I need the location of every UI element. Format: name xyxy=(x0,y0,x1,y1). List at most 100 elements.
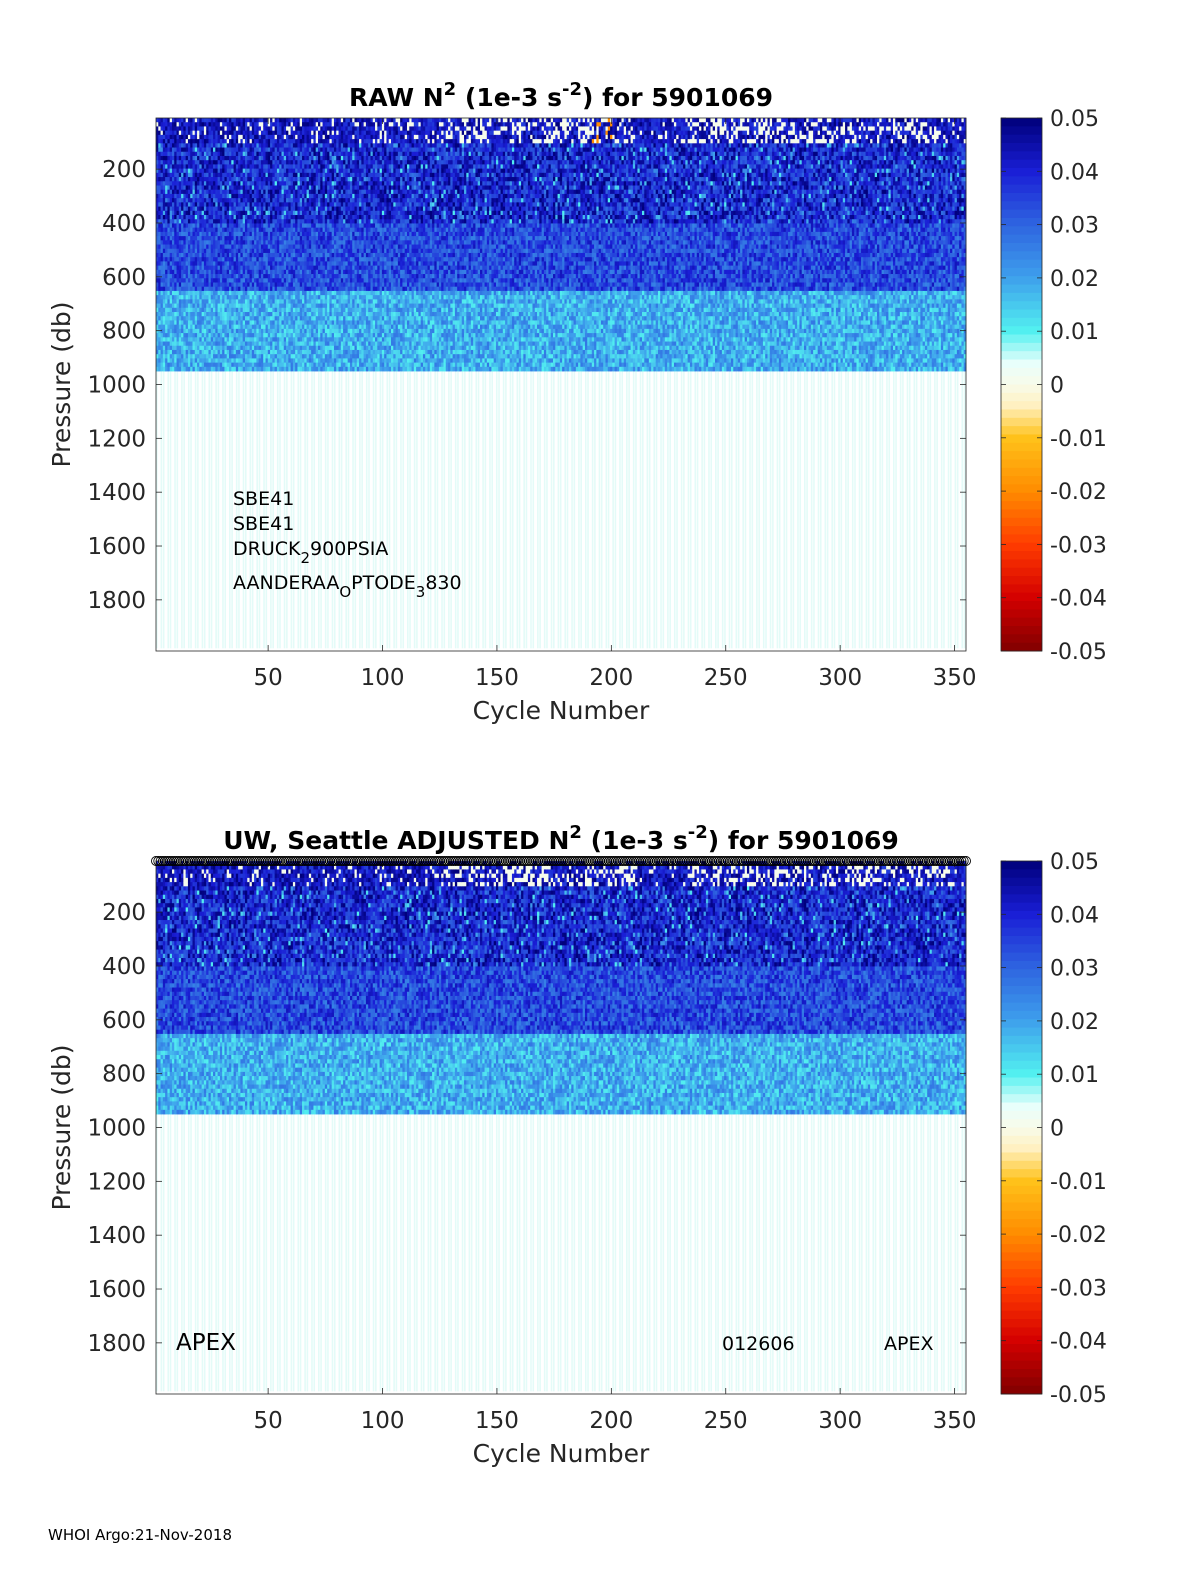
heatmap-cell xyxy=(208,282,212,288)
heatmap-cell xyxy=(185,328,189,334)
heatmap-cell xyxy=(331,126,335,132)
heatmap-cell xyxy=(208,143,212,148)
heatmap-cell xyxy=(318,160,321,165)
heatmap-cell xyxy=(333,164,337,170)
heatmap-cell xyxy=(233,278,237,283)
heatmap-cell xyxy=(167,286,171,292)
heatmap-cell xyxy=(222,139,225,144)
heatmap-cell xyxy=(167,219,171,224)
heatmap-cell xyxy=(171,286,175,292)
heatmap-cell xyxy=(201,240,205,245)
heatmap-cell xyxy=(270,164,273,170)
heatmap-cell xyxy=(302,269,305,275)
heatmap-cell xyxy=(290,274,294,279)
heatmap-cell xyxy=(336,236,339,241)
heatmap-cell xyxy=(238,307,241,313)
heatmap-cell xyxy=(292,181,296,186)
heatmap-cell xyxy=(265,193,269,199)
heatmap-cell xyxy=(224,324,228,330)
heatmap-cell xyxy=(336,320,339,326)
heatmap-cell xyxy=(242,354,246,359)
heatmap-cell xyxy=(199,231,203,237)
heatmap-cell xyxy=(260,139,264,144)
heatmap-cell xyxy=(256,143,260,148)
heatmap-cell xyxy=(174,143,177,148)
heatmap-cell xyxy=(283,328,287,334)
heatmap-cell xyxy=(185,274,189,279)
heatmap-cell xyxy=(203,185,207,191)
heatmap-cell xyxy=(247,349,250,355)
heatmap-cell xyxy=(203,333,207,338)
heatmap-cell xyxy=(320,155,323,161)
heatmap-cell xyxy=(338,345,342,351)
heatmap-cell xyxy=(206,210,209,216)
heatmap-cell xyxy=(208,299,212,304)
heatmap-cell xyxy=(208,349,212,355)
heatmap-cell xyxy=(185,143,189,148)
heatmap-cell xyxy=(290,261,294,267)
heatmap-cell xyxy=(162,290,166,296)
heatmap-cell xyxy=(215,341,218,347)
heatmap-cell xyxy=(313,185,317,191)
heatmap-cell xyxy=(302,198,305,203)
heatmap-cell xyxy=(167,354,171,359)
heatmap-cell xyxy=(340,362,344,368)
heatmap-cell xyxy=(183,278,187,283)
heatmap-cell xyxy=(238,295,241,300)
heatmap-cell xyxy=(313,177,317,182)
heatmap-cell xyxy=(327,257,330,262)
heatmap-cell xyxy=(215,155,218,161)
heatmap-cell xyxy=(333,312,337,317)
heatmap-cell xyxy=(318,252,321,258)
heatmap-cell xyxy=(338,193,342,199)
heatmap-cell xyxy=(203,177,207,182)
heatmap-cell xyxy=(229,168,232,174)
heatmap-cell xyxy=(244,236,248,241)
heatmap-cell xyxy=(215,307,218,313)
heatmap-cell xyxy=(247,126,250,132)
heatmap-cell xyxy=(295,198,298,203)
heatmap-cell xyxy=(292,164,296,170)
heatmap-cell xyxy=(274,130,278,136)
heatmap-cell xyxy=(238,312,241,317)
heatmap-cell xyxy=(295,210,298,216)
heatmap-cell xyxy=(231,210,234,216)
heatmap-cell xyxy=(185,261,189,267)
heatmap-cell xyxy=(206,282,209,288)
heatmap-cell xyxy=(197,261,200,267)
heatmap-cell xyxy=(165,324,168,330)
heatmap-cell xyxy=(308,248,312,254)
heatmap-cell xyxy=(324,299,328,304)
heatmap-cell xyxy=(222,362,225,368)
heatmap-cell xyxy=(276,252,280,258)
heatmap-cell xyxy=(219,172,223,178)
heatmap-cell xyxy=(340,257,344,262)
heatmap-cell xyxy=(297,151,301,157)
heatmap-cell xyxy=(229,193,232,199)
heatmap-cell xyxy=(279,219,282,224)
heatmap-cell xyxy=(281,290,285,296)
heatmap-cell xyxy=(292,257,296,262)
heatmap-cell xyxy=(306,139,310,144)
heatmap-cell xyxy=(247,316,250,321)
heatmap-cell xyxy=(327,206,330,212)
heatmap-cell xyxy=(197,328,200,334)
heatmap-cell xyxy=(311,202,314,207)
heatmap-cell xyxy=(203,139,207,144)
heatmap-cell xyxy=(187,189,191,195)
heatmap-cell xyxy=(279,231,282,237)
heatmap-deep-cell xyxy=(290,371,293,649)
heatmap-cell xyxy=(210,223,214,229)
heatmap-deep-cell xyxy=(265,371,268,649)
heatmap-cell xyxy=(247,215,250,220)
heatmap-cell xyxy=(315,189,319,195)
heatmap-cell xyxy=(240,252,244,258)
heatmap-cell xyxy=(244,257,248,262)
heatmap-cell xyxy=(318,210,321,216)
heatmap-cell xyxy=(238,215,241,220)
heatmap-cell xyxy=(185,181,189,186)
heatmap-cell xyxy=(327,227,330,233)
heatmap-cell xyxy=(286,223,289,229)
heatmap-cell xyxy=(318,219,321,224)
heatmap-cell xyxy=(176,168,180,174)
